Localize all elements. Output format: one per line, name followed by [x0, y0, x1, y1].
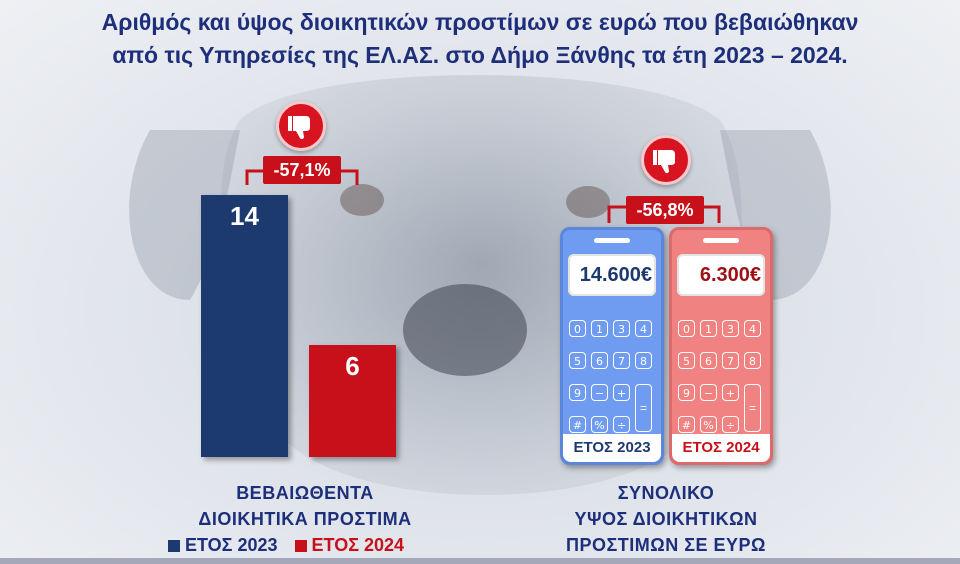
count-caption-line-2: ΔΙΟΙΚΗΤΙΚΑ ΠΡΟΣΤΙΜΑ: [198, 509, 412, 529]
calculator-2023-icon: 14.600€ 0 1 3 4 5 6 7 8 9− + #% ÷ = ΕΤΟΣ 2023: [560, 227, 664, 465]
legend-item-2024: ΕΤΟΣ 2024: [294, 535, 405, 556]
bottom-divider: [0, 558, 960, 564]
calculator-key: %: [591, 416, 608, 433]
calculator-key: 3: [722, 320, 739, 337]
calculator-key: 1: [700, 320, 717, 337]
title-line-2: από τις Υπηρεσίες της ΕΛ.ΑΣ. στο Δήμο Ξά…: [112, 42, 848, 68]
calculator-key: +: [722, 384, 739, 401]
bar-2024: 6: [309, 345, 396, 457]
calculator-key: −: [700, 384, 717, 401]
chart-title: Αριθμός και ύψος διοικητικών προστίμων σ…: [0, 6, 960, 72]
calculator-key: 7: [722, 352, 739, 369]
calculator-key: #: [569, 416, 586, 433]
bar-2024-value-label: 6: [345, 351, 360, 381]
amount-caption: ΣΥΝΟΛΙΚΟ ΥΨΟΣ ΔΙΟΙΚΗΤΙΚΩΝ ΠΡΟΣΤΙΜΩΝ ΣΕ Ε…: [560, 480, 772, 558]
count-thumb-badge: [276, 101, 326, 151]
calculator-2024-year-label: ΕΤΟΣ 2024: [672, 434, 770, 462]
calculator-slot: [594, 238, 630, 243]
calculator-key: 4: [635, 320, 652, 337]
thumbs-down-icon: [653, 150, 675, 174]
count-axis-caption: ΒΕΒΑΙΩΘΕΝΤΑ ΔΙΟΙΚΗΤΙΚΑ ΠΡΟΣΤΙΜΑ: [180, 480, 430, 532]
calculator-key: 8: [635, 352, 652, 369]
calculator-key: 5: [569, 352, 586, 369]
calculator-slot: [703, 238, 739, 243]
calculator-key: %: [700, 416, 717, 433]
amount-caption-line-2: ΥΨΟΣ ΔΙΟΙΚΗΤΙΚΩΝ: [574, 509, 758, 529]
thumbs-down-icon: [288, 116, 310, 140]
amount-2024-display: 6.300€: [677, 254, 765, 296]
calculator-key: 0: [569, 320, 586, 337]
bar-2023-value-label: 14: [230, 201, 259, 231]
calculator-key: 1: [591, 320, 608, 337]
legend-label-2024: ΕΤΟΣ 2024: [311, 535, 405, 555]
bar-2023: 14: [201, 195, 288, 457]
amount-thumb-badge: [641, 135, 691, 185]
calculator-key: ÷: [613, 416, 630, 433]
calculator-key: #: [678, 416, 695, 433]
count-change-badge: -57,1%: [263, 156, 341, 184]
calculator-key: 9: [569, 384, 586, 401]
amount-caption-line-1: ΣΥΝΟΛΙΚΟ: [617, 483, 715, 503]
amount-2023-display: 14.600€: [568, 254, 656, 296]
calculator-key: +: [613, 384, 630, 401]
calculator-key: 3: [613, 320, 630, 337]
legend-swatch-2024: [294, 540, 307, 553]
count-caption-line-1: ΒΕΒΑΙΩΘΕΝΤΑ: [236, 483, 374, 503]
amount-caption-line-3: ΠΡΟΣΤΙΜΩΝ ΣΕ ΕΥΡΩ: [566, 535, 766, 555]
legend-label-2023: ΕΤΟΣ 2023: [185, 535, 278, 555]
calculator-key: 6: [700, 352, 717, 369]
calculator-key-equals: =: [635, 384, 652, 432]
calculator-key: −: [591, 384, 608, 401]
calculator-key: 7: [613, 352, 630, 369]
calculator-2024-icon: 6.300€ 0 1 3 4 5 6 7 8 9− + #% ÷ = ΕΤΟΣ 2024: [669, 227, 773, 465]
calculator-2023-year-label: ΕΤΟΣ 2023: [563, 434, 661, 462]
calculator-key: 8: [744, 352, 761, 369]
amount-change-badge: -56,8%: [626, 196, 704, 224]
chart-legend: ΕΤΟΣ 2023 ΕΤΟΣ 2024: [168, 535, 416, 556]
calculator-key-equals: =: [744, 384, 761, 432]
legend-item-2023: ΕΤΟΣ 2023: [168, 535, 278, 556]
calculator-key: 6: [591, 352, 608, 369]
calculator-key: 0: [678, 320, 695, 337]
calculator-key: 5: [678, 352, 695, 369]
calculator-key: ÷: [722, 416, 739, 433]
calculator-key: 9: [678, 384, 695, 401]
calculator-key: 4: [744, 320, 761, 337]
title-line-1: Αριθμός και ύψος διοικητικών προστίμων σ…: [101, 9, 859, 35]
legend-swatch-2023: [168, 540, 180, 553]
